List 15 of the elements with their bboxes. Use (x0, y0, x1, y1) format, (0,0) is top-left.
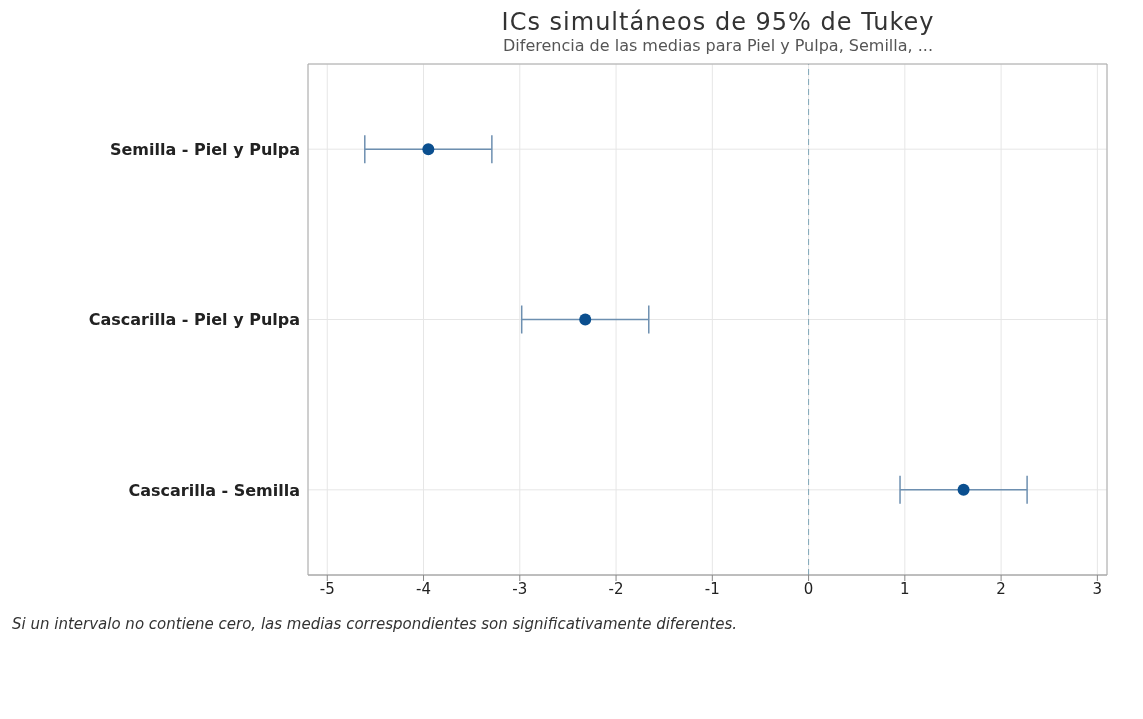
x-tick-label: 2 (996, 579, 1006, 598)
y-tick-label: Semilla - Piel y Pulpa (109, 139, 300, 159)
y-tick-label: Cascarilla - Semilla (128, 480, 300, 500)
text: Si un intervalo no contiene cero, las medias correspondientes son significativamente diferentes. (12, 615, 738, 633)
x-tick-label: -1 (704, 579, 720, 598)
x-tick-label: -5 (319, 579, 335, 598)
x-tick-label: -4 (416, 579, 431, 598)
x-tick-label: -2 (608, 579, 624, 598)
x-tick-label: 1 (900, 579, 910, 598)
chart-subtitle: Diferencia de las medias para Piel y Pulpa, Semilla, ... (502, 36, 934, 55)
x-tick-label: 0 (803, 579, 814, 598)
x-tick-label: -3 (512, 579, 528, 598)
x-tick-label: 3 (1092, 579, 1103, 598)
chart-title: ICs simultáneos de 95% de Tukey (500, 8, 936, 36)
y-tick-label: Cascarilla - Piel y Pulpa (88, 310, 300, 330)
